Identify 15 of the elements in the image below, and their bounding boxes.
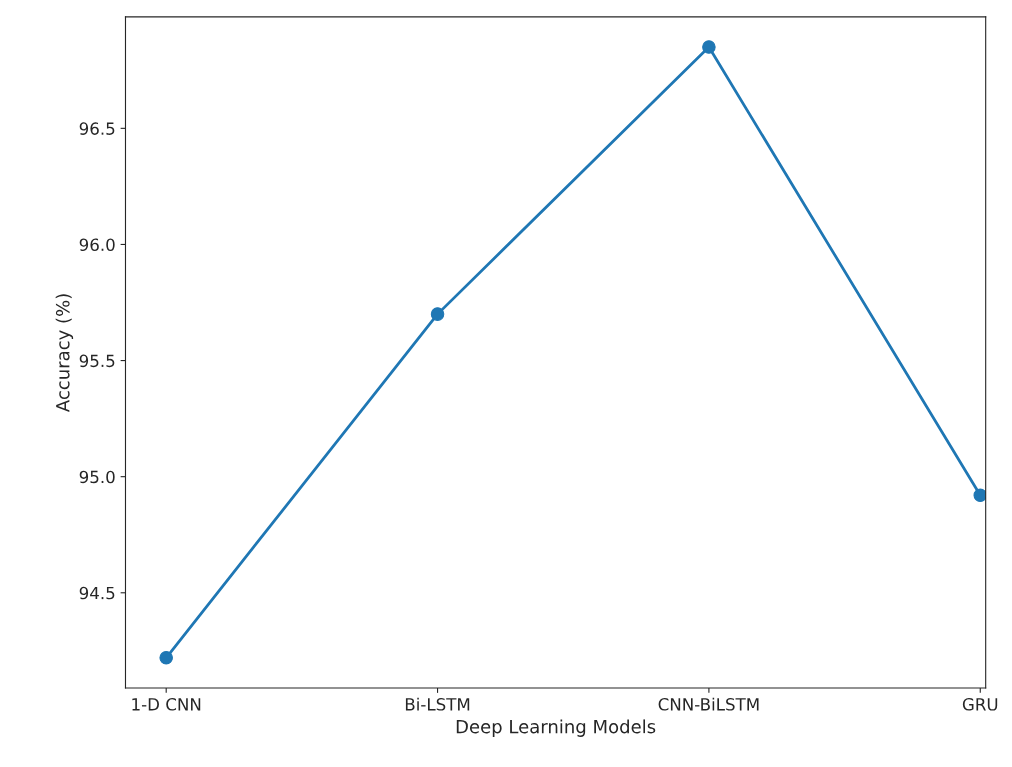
y-axis-title: Accuracy (%) <box>55 294 74 412</box>
y-tick-label: 95.5 <box>79 354 115 368</box>
x-tick-label: Bi-LSTM <box>405 697 470 711</box>
point <box>159 651 173 665</box>
y-tick-label: 94.5 <box>79 586 115 600</box>
y-tick-label: 96.5 <box>79 122 115 135</box>
point <box>702 40 716 54</box>
x-axis-title: Deep Learning Models <box>456 719 656 737</box>
x-tick-label: CNN-BiLSTM <box>658 697 759 711</box>
x-tick-label: 1-D CNN <box>132 698 201 711</box>
point <box>973 488 986 503</box>
point <box>430 307 445 321</box>
y-tick-label: 96.0 <box>79 238 115 252</box>
x-tick-label: GRU <box>962 698 998 711</box>
y-tick-label: 95.0 <box>79 470 115 484</box>
